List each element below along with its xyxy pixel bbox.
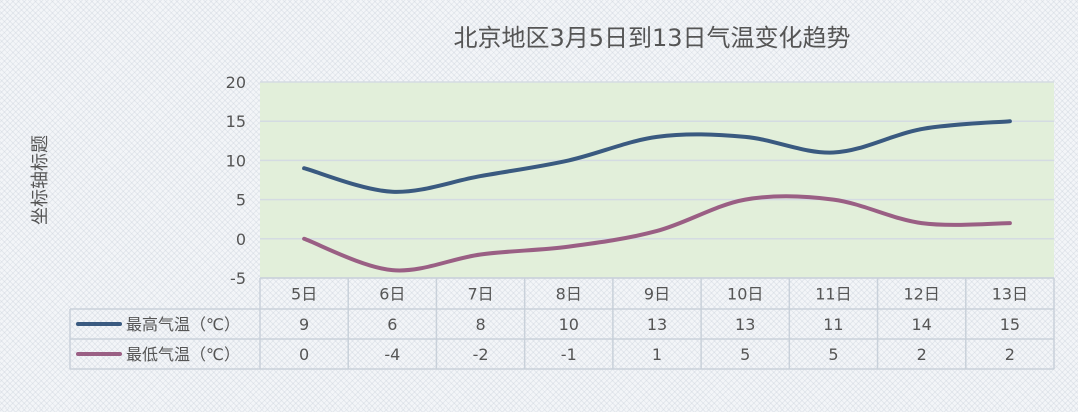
- plot-area: -5 0 5 10 15 20: [226, 73, 1054, 288]
- table-cell-value: 8: [475, 315, 485, 334]
- table-cell-value: 2: [917, 345, 927, 364]
- table-cell-value: 13: [735, 315, 755, 334]
- x-tick-label: 7日: [467, 285, 493, 304]
- table-cell-value: -2: [473, 345, 489, 364]
- x-tick-label: 9日: [644, 285, 670, 304]
- x-tick-label: 8日: [556, 285, 582, 304]
- x-tick-label: 10日: [727, 285, 763, 304]
- series-line-1: [302, 119, 1012, 194]
- series-line-2: [302, 194, 1012, 273]
- table-cell-value: 11: [823, 315, 843, 334]
- x-tick-label: 11日: [815, 285, 851, 304]
- x-tick-label: 5日: [291, 285, 317, 304]
- y-tick-label: 5: [236, 191, 246, 210]
- table-cell-value: 0: [299, 345, 309, 364]
- y-tick-label: 10: [226, 151, 246, 170]
- y-tick-label: 20: [226, 73, 246, 92]
- table-cell-value: -1: [561, 345, 577, 364]
- table-cell-value: -4: [384, 345, 400, 364]
- legend-label: 最低气温（℃）: [126, 345, 240, 364]
- x-tick-label: 12日: [903, 285, 939, 304]
- table-cell-value: 9: [299, 315, 309, 334]
- y-tick-label: -5: [230, 269, 246, 288]
- table-cell-value: 14: [911, 315, 931, 334]
- table-cell-value: 15: [1000, 315, 1020, 334]
- table-cell-value: 2: [1005, 345, 1015, 364]
- x-tick-label: 13日: [992, 285, 1028, 304]
- legend-label: 最高气温（℃）: [126, 315, 240, 334]
- table-cell-value: 5: [740, 345, 750, 364]
- table-cell-value: 13: [647, 315, 667, 334]
- table-cell-value: 5: [828, 345, 838, 364]
- chart-title: 北京地区3月5日到13日气温变化趋势: [453, 24, 850, 52]
- y-axis-title: 坐标轴标题: [30, 135, 51, 225]
- table-cell-value: 1: [652, 345, 662, 364]
- y-tick-label: 0: [236, 230, 246, 249]
- table-cell-value: 10: [559, 315, 579, 334]
- table-cell-value: 6: [387, 315, 397, 334]
- y-tick-label: 15: [226, 112, 246, 131]
- x-tick-label: 6日: [379, 285, 405, 304]
- plot-background: [260, 82, 1054, 278]
